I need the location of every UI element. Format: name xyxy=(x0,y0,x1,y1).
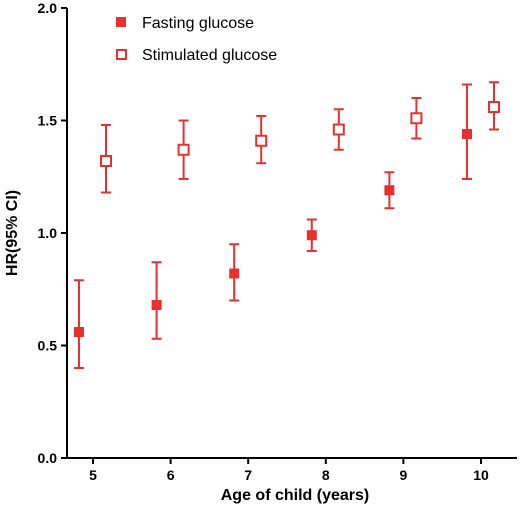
legend-marker-fasting xyxy=(116,17,126,27)
y-tick-label: 1.0 xyxy=(38,225,58,241)
legend-label-fasting: Fasting glucose xyxy=(142,15,254,32)
x-tick-label: 6 xyxy=(167,467,175,483)
y-tick-label: 0.5 xyxy=(38,338,58,354)
point-fasting xyxy=(229,268,240,279)
y-tick-label: 1.5 xyxy=(38,113,58,129)
point-fasting xyxy=(384,185,395,196)
point-stimulated xyxy=(410,112,423,125)
point-stimulated xyxy=(100,155,112,167)
point-fasting xyxy=(151,300,162,310)
legend: Fasting glucose Stimulated glucose xyxy=(116,15,277,64)
axes: 0.0 0.5 1.0 1.5 2.0 5 6 7 8 9 10 xyxy=(38,0,517,483)
y-tick-label: 2.0 xyxy=(38,0,58,16)
point-fasting xyxy=(306,230,317,241)
point-fasting xyxy=(462,129,472,139)
x-tick-label: 5 xyxy=(89,467,97,483)
x-axis-title: Age of child (years) xyxy=(221,487,369,504)
y-tick-label: 0.0 xyxy=(38,450,58,466)
point-stimulated xyxy=(255,134,268,147)
x-tick-label: 9 xyxy=(400,467,408,483)
point-fasting xyxy=(74,327,84,337)
point-stimulated xyxy=(488,101,500,113)
x-tick-label: 10 xyxy=(473,467,489,483)
legend-label-stimulated: Stimulated glucose xyxy=(142,47,277,64)
point-stimulated xyxy=(332,123,345,136)
point-stimulated xyxy=(177,143,190,156)
legend-marker-stimulated xyxy=(116,49,127,60)
data-marks xyxy=(74,81,500,369)
x-tick-label: 7 xyxy=(244,467,252,483)
x-tick-label: 8 xyxy=(322,467,330,483)
y-axis-title: HR(95% CI) xyxy=(4,190,21,276)
